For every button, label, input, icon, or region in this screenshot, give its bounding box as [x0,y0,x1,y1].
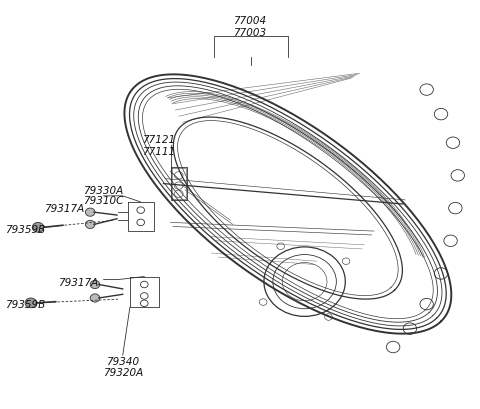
Circle shape [85,209,95,217]
Text: 79330A: 79330A [84,185,124,195]
Circle shape [25,298,36,308]
Text: 77003: 77003 [233,28,266,38]
Circle shape [85,221,95,229]
Circle shape [32,223,44,233]
Text: 79317A: 79317A [44,204,84,213]
Text: 79359B: 79359B [5,299,46,309]
Text: 79320A: 79320A [103,366,143,377]
Text: 77121: 77121 [142,134,175,144]
Text: 79340: 79340 [106,357,139,366]
Circle shape [90,294,100,302]
Text: 77004: 77004 [233,16,266,26]
Text: 79359B: 79359B [5,224,46,234]
Text: 79317A: 79317A [58,277,98,287]
Text: 79310C: 79310C [84,196,124,205]
Text: 77111: 77111 [142,146,175,157]
Circle shape [90,281,100,289]
